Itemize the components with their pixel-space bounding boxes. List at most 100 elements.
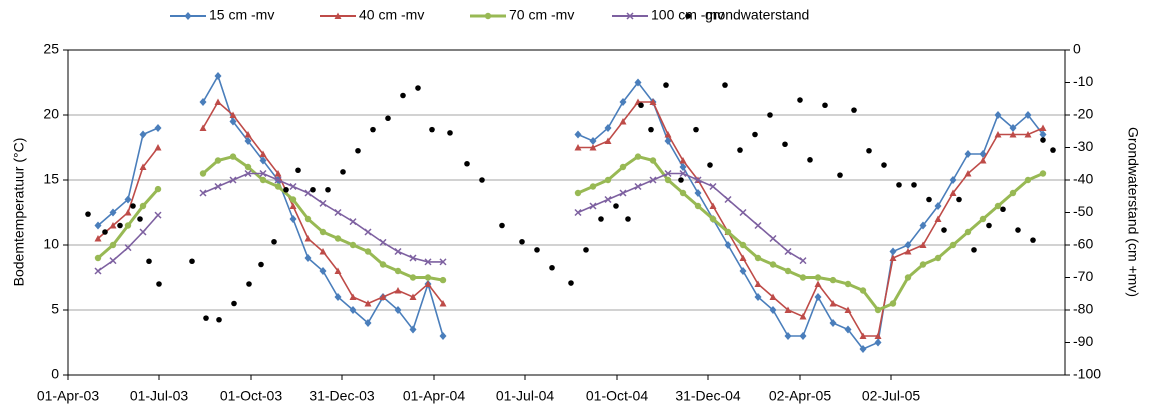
data-point: [394, 306, 402, 314]
data-point: [231, 300, 237, 307]
data-point: [634, 78, 642, 87]
data-point: [678, 177, 684, 183]
data-point: [971, 247, 977, 253]
data-point: [439, 258, 447, 266]
data-point: [1024, 111, 1032, 119]
data-point: [1024, 176, 1032, 184]
data-point: [394, 267, 402, 275]
data-point: [881, 162, 887, 168]
data-point: [271, 238, 277, 245]
x-tick-label: 01-Oct-04: [586, 388, 648, 404]
data-point: [109, 222, 117, 229]
data-point: [769, 306, 777, 314]
data-point: [340, 169, 346, 175]
data-point: [784, 332, 792, 340]
data-point: [769, 234, 777, 243]
data-point: [424, 280, 432, 287]
data-point: [649, 98, 657, 105]
data-point: [724, 195, 732, 204]
data-point: [859, 345, 867, 353]
x-tick-label: 01-Jul-04: [496, 388, 555, 404]
data-point: [370, 126, 376, 133]
data-point: [709, 202, 717, 209]
data-point: [519, 238, 525, 245]
x-tick-label: 02-Apr-05: [769, 388, 831, 404]
data-point: [94, 235, 102, 242]
data-point: [679, 189, 687, 197]
data-point: [214, 182, 222, 191]
data-point: [1009, 189, 1017, 197]
data-point: [229, 176, 237, 184]
data-point: [574, 144, 582, 151]
data-point: [754, 280, 762, 287]
data-point: [679, 157, 687, 164]
data-point: [295, 167, 301, 174]
y-tick-label: 15: [43, 171, 59, 187]
data-point: [349, 241, 357, 249]
data-point: [274, 176, 282, 184]
x-tick-label: 01-Apr-03: [37, 388, 99, 404]
data-point: [1000, 206, 1006, 213]
data-point: [638, 102, 644, 109]
data-point: [349, 293, 357, 300]
data-point: [664, 176, 672, 184]
data-point: [154, 211, 162, 219]
data-point: [334, 208, 342, 217]
data-point: [334, 267, 342, 274]
y-axis-title: Bodemtemperatuur (°C): [11, 138, 27, 287]
data-point: [229, 111, 237, 118]
data-point: [604, 176, 612, 184]
data-point: [289, 196, 297, 203]
y2-tick-label: -20: [1073, 106, 1093, 122]
data-point: [409, 325, 417, 334]
data-point: [156, 281, 162, 287]
data-point: [934, 215, 942, 222]
data-point: [739, 254, 747, 261]
data-point: [589, 137, 597, 145]
data-point: [244, 137, 252, 145]
data-point: [349, 218, 357, 226]
y2-axis-title: Grondwaterstand (cm +mv): [1125, 127, 1141, 297]
data-point: [844, 280, 852, 288]
data-point: [619, 118, 627, 125]
data-point: [709, 182, 717, 191]
data-point: [259, 150, 267, 157]
data-point: [949, 241, 957, 249]
data-point: [859, 287, 867, 294]
data-point: [919, 241, 927, 248]
legend-label: 70 cm -mv: [509, 7, 574, 23]
data-point: [409, 274, 417, 281]
data-point: [589, 202, 597, 210]
data-point: [139, 202, 147, 210]
data-point: [949, 189, 957, 196]
data-point: [244, 169, 252, 178]
data-point: [94, 267, 102, 275]
y2-tick-label: -50: [1073, 203, 1093, 219]
data-point: [693, 126, 699, 133]
data-point: [304, 215, 312, 223]
data-point: [994, 111, 1002, 119]
y2-tick-label: -40: [1073, 171, 1093, 187]
data-point: [964, 170, 972, 177]
data-point: [124, 195, 132, 204]
x-tick-label: 02-Jul-05: [862, 388, 921, 404]
data-point: [319, 199, 327, 207]
data-point: [199, 124, 207, 131]
x-tick-label: 31-Dec-03: [309, 388, 375, 404]
data-point: [439, 332, 447, 340]
data-point: [829, 319, 837, 327]
data-point: [837, 172, 843, 178]
data-point: [866, 147, 872, 154]
legend-label: 15 cm -mv: [209, 7, 274, 23]
data-point: [400, 92, 406, 99]
data-point: [634, 153, 642, 160]
data-point: [679, 163, 687, 171]
data-point: [274, 170, 282, 177]
data-point: [844, 306, 852, 313]
data-point: [216, 316, 222, 323]
data-point: [625, 216, 631, 222]
y2-tick-label: -30: [1073, 138, 1093, 154]
y2-tick-label: -80: [1073, 301, 1093, 317]
data-point: [304, 235, 312, 242]
